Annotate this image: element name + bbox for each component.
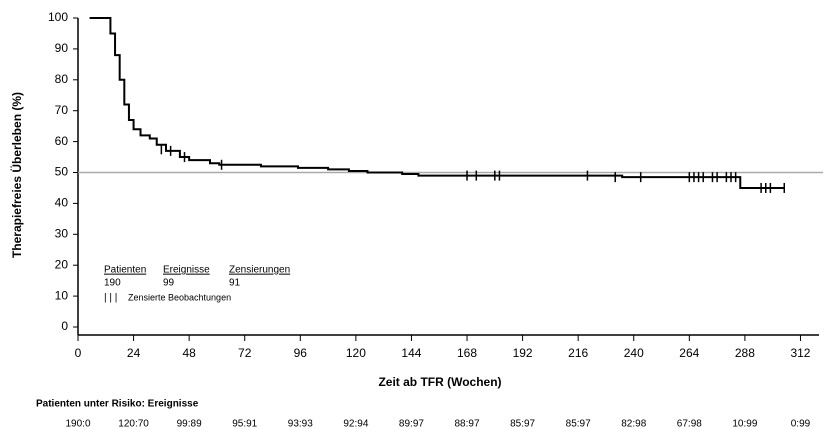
- x-tick-label: 264: [679, 346, 699, 360]
- risk-value: 85:97: [566, 419, 591, 430]
- legend-label: Zensierte Beobachtungen: [128, 292, 231, 302]
- x-tick-label: 96: [294, 346, 308, 360]
- x-tick-label: 48: [182, 346, 196, 360]
- legend-value: 190: [104, 278, 121, 289]
- risk-value: 67:98: [677, 419, 702, 430]
- risk-value: 88:97: [455, 419, 480, 430]
- y-tick-label: 100: [48, 10, 68, 24]
- legend-value: 99: [163, 278, 175, 289]
- legend-value: 91: [229, 278, 241, 289]
- x-tick-label: 72: [238, 346, 252, 360]
- risk-value: 99:89: [177, 419, 202, 430]
- legend-header: Zensierungen: [229, 265, 290, 276]
- legend-header: Ereignisse: [163, 265, 210, 276]
- x-tick-label: 312: [790, 346, 810, 360]
- risk-value: 85:97: [510, 419, 535, 430]
- y-axis-title: Therapiefreies Überleben (%): [9, 92, 24, 258]
- x-axis-title: Zeit ab TFR (Wochen): [378, 375, 501, 389]
- x-tick-label: 192: [513, 346, 533, 360]
- y-tick-label: 80: [55, 72, 69, 86]
- risk-value: 120:70: [118, 419, 149, 430]
- y-tick-label: 0: [61, 319, 68, 333]
- x-tick-label: 0: [75, 346, 82, 360]
- risk-value: 82:98: [621, 419, 646, 430]
- risk-title: Patienten unter Risiko: Ereignisse: [36, 399, 199, 410]
- y-tick-label: 90: [55, 41, 69, 55]
- x-tick-label: 240: [624, 346, 644, 360]
- y-tick-label: 20: [55, 257, 69, 271]
- risk-value: 0:99: [791, 419, 811, 430]
- risk-value: 95:91: [232, 419, 257, 430]
- y-tick-label: 30: [55, 226, 69, 240]
- x-tick-label: 144: [401, 346, 421, 360]
- survival-curve: [89, 17, 785, 189]
- x-tick-label: 24: [127, 346, 141, 360]
- risk-value: 10:99: [732, 419, 757, 430]
- x-tick-label: 216: [568, 346, 588, 360]
- y-tick-label: 10: [55, 288, 69, 302]
- risk-value: 190:0: [65, 419, 90, 430]
- risk-value: 92:94: [343, 419, 368, 430]
- y-tick-label: 50: [55, 165, 69, 179]
- y-tick-label: 70: [55, 103, 69, 117]
- risk-value: 89:97: [399, 419, 424, 430]
- x-tick-label: 168: [457, 346, 477, 360]
- legend-header: Patienten: [104, 265, 146, 276]
- x-tick-label: 120: [346, 346, 366, 360]
- legend-symbol: | | |: [104, 293, 117, 304]
- x-tick-label: 288: [735, 346, 755, 360]
- y-tick-label: 60: [55, 134, 69, 148]
- y-tick-label: 40: [55, 196, 69, 210]
- risk-value: 93:93: [288, 419, 313, 430]
